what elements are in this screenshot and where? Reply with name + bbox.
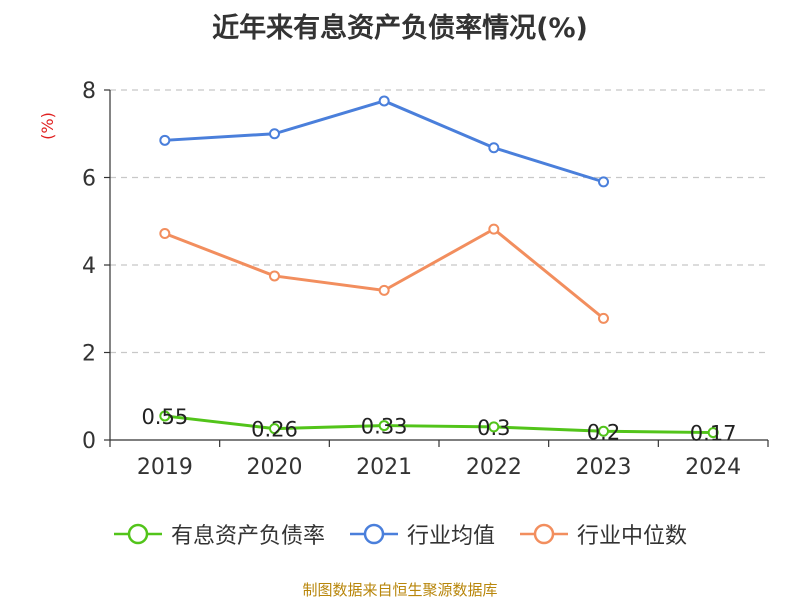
data-point	[598, 312, 609, 324]
chart-title: 近年来有息资产负债率情况(%)	[212, 13, 588, 44]
legend-marker-icon	[520, 523, 568, 545]
data-point	[159, 410, 171, 422]
legend-item[interactable]: 行业均值	[349, 518, 495, 550]
data-label: 0.2	[587, 420, 620, 444]
data-point	[269, 270, 280, 282]
data-point	[707, 427, 719, 439]
y-tick-label: 2	[82, 342, 96, 367]
data-label: 0.33	[361, 415, 408, 439]
gridlines	[110, 89, 768, 354]
data-point	[598, 176, 609, 188]
x-tick-label: 2022	[466, 455, 522, 480]
data-point	[488, 142, 500, 154]
data-point	[159, 228, 171, 239]
series-line-0	[164, 414, 714, 435]
legend-item[interactable]: 有息资产负债率	[113, 518, 325, 550]
data-label: 0.26	[251, 418, 298, 442]
legend-item[interactable]: 行业中位数	[519, 518, 687, 550]
y-axis-label: (%)	[38, 112, 57, 140]
x-tick-label: 2023	[576, 455, 632, 480]
data-label: 0.3	[477, 416, 510, 440]
legend-label: 有息资产负债率	[170, 524, 325, 549]
y-tick-label: 6	[82, 167, 96, 192]
series-layer	[159, 95, 719, 439]
axes: 0 2 4 6 8 2019 2020 2021 2022 2023 2024 (%)	[38, 79, 769, 480]
y-tick-label: 4	[82, 254, 96, 279]
y-tick-label: 0	[82, 429, 96, 454]
legend-marker-icon	[113, 523, 162, 545]
data-point	[159, 134, 171, 146]
series-line-2	[164, 227, 605, 320]
data-point	[488, 421, 500, 433]
legend-marker-icon	[349, 523, 398, 545]
source-note: 制图数据来自恒生聚源数据库	[302, 581, 498, 599]
data-point	[598, 425, 609, 437]
data-label: 0.17	[690, 422, 737, 446]
x-tick-label: 2020	[247, 455, 303, 480]
y-tick-label: 8	[82, 79, 96, 104]
data-labels: 0.55 0.26 0.33 0.3 0.2 0.17	[141, 405, 736, 446]
legend-label: 行业均值	[406, 524, 495, 549]
x-tick-label: 2021	[356, 455, 412, 480]
data-label: 0.55	[141, 405, 188, 429]
x-tick-label: 2019	[137, 455, 193, 480]
data-point	[378, 284, 390, 296]
data-point	[488, 223, 500, 235]
legend: 有息资产负债率 行业均值 行业中位数	[0, 518, 800, 550]
legend-label: 行业中位数	[577, 524, 688, 549]
data-point	[269, 423, 280, 435]
data-point	[378, 420, 390, 432]
x-tick-label: 2024	[685, 455, 741, 480]
data-point	[378, 95, 390, 107]
data-point	[269, 128, 280, 140]
series-line-1	[164, 99, 604, 184]
